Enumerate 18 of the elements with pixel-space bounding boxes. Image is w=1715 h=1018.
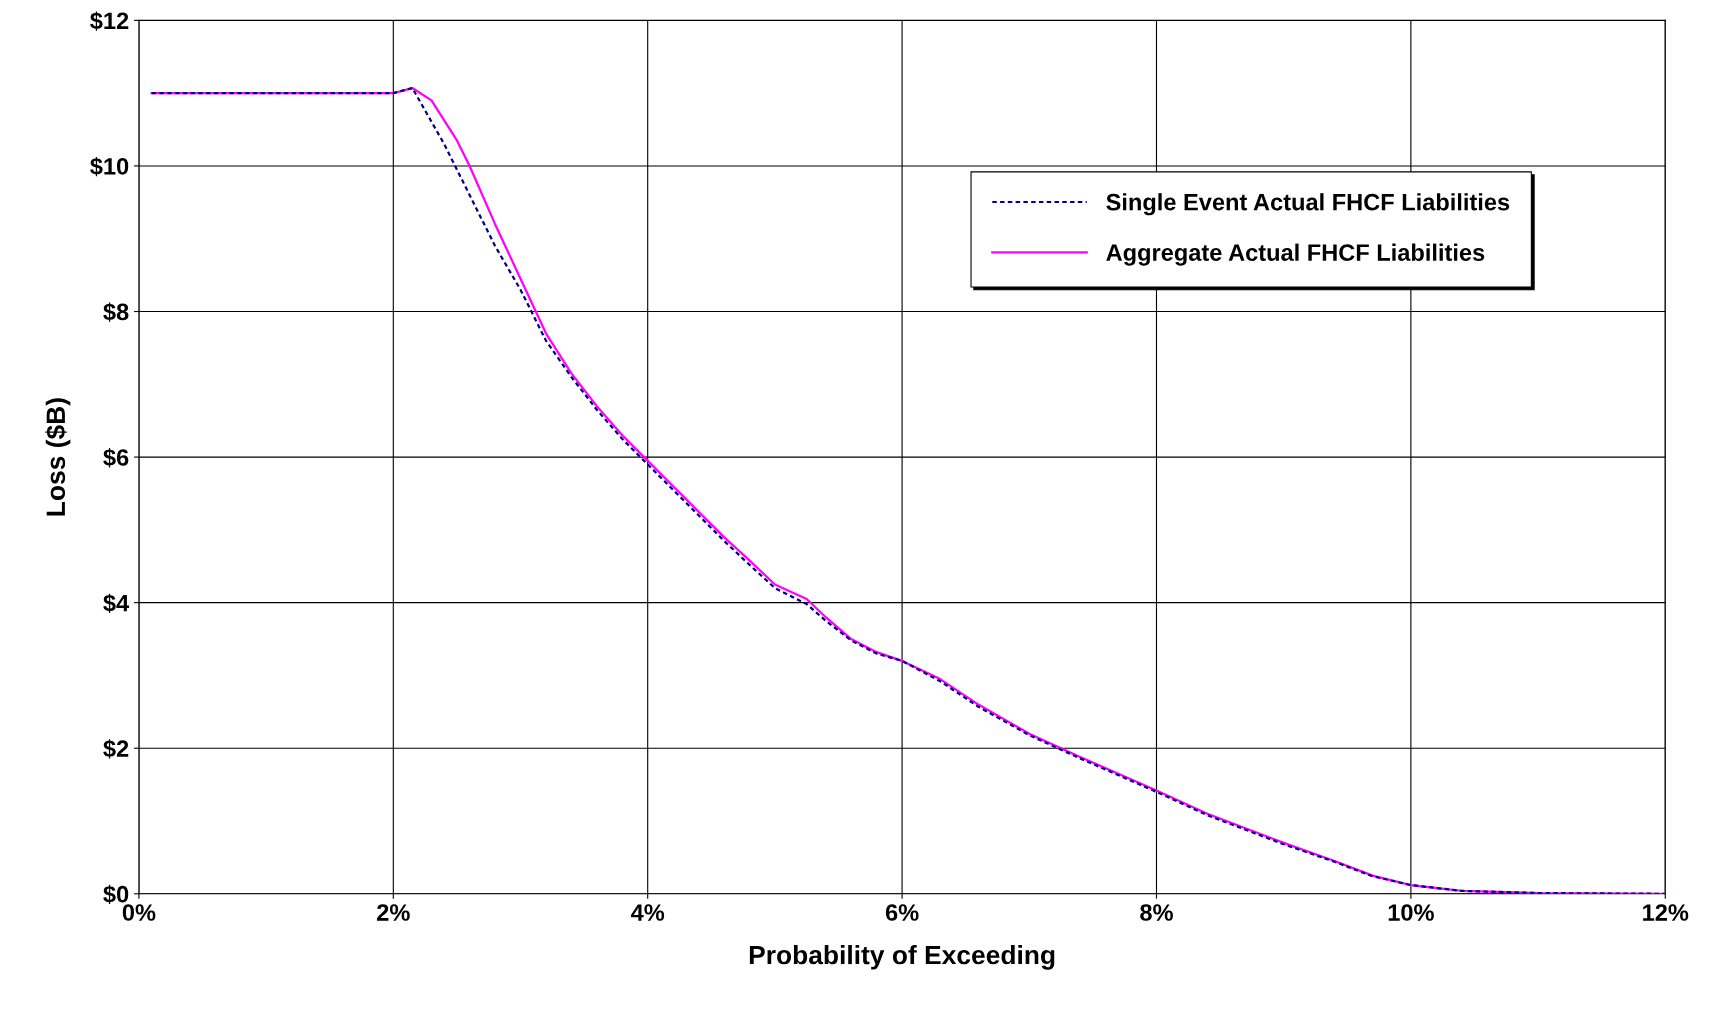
- y-tick-label: $12: [90, 11, 129, 31]
- x-tick-label: 0%: [122, 904, 156, 921]
- y-tick-label: $2: [103, 739, 129, 759]
- x-tick-label: 10%: [1388, 904, 1434, 921]
- y-axis-title: Loss ($B): [45, 398, 71, 516]
- x-axis-title: Probability of Exceeding: [749, 944, 1055, 970]
- y-tick-label: $6: [103, 448, 129, 468]
- legend-label: Aggregate Actual FHCF Liabilities: [1106, 243, 1485, 266]
- y-tick-label: $0: [103, 884, 129, 905]
- y-tick-label: $8: [103, 302, 129, 322]
- y-tick-label: $4: [103, 593, 130, 613]
- x-tick-label: 2%: [377, 904, 410, 921]
- x-tick-label: 4%: [630, 904, 665, 921]
- y-tick-label: $10: [90, 156, 129, 177]
- x-tick-label: 12%: [1643, 904, 1689, 921]
- x-tick-label: 8%: [1140, 904, 1173, 921]
- legend-label: Single Event Actual FHCF Liabilities: [1106, 193, 1510, 216]
- x-tick-label: 6%: [885, 904, 919, 921]
